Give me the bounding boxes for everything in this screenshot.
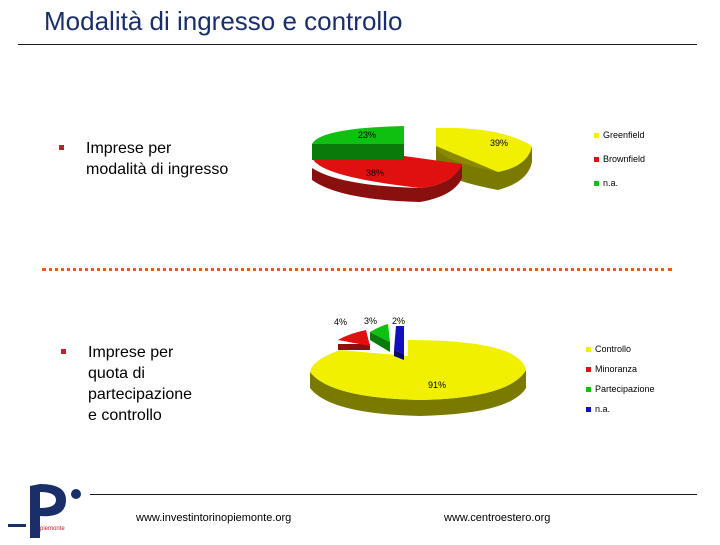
logo-subtitle: piemonte <box>40 526 65 532</box>
slice-minoranza <box>338 330 370 346</box>
slice-partecipazione-depth <box>370 332 390 352</box>
pct-label-partecipazione: 3% <box>364 316 378 326</box>
slice-partecipazione <box>370 324 390 342</box>
legend-label-partecipazione: Partecipazione <box>595 384 655 394</box>
pct-label-minoranza: 4% <box>334 317 348 327</box>
bullet-text-2: Imprese per quota di partecipazione e co… <box>88 342 192 426</box>
slide-title: Modalità di ingresso e controllo <box>44 6 403 36</box>
legend-swatch-partecipazione <box>586 387 591 392</box>
legend-label-controllo: Controllo <box>595 344 632 354</box>
bullet-2-line-3: partecipazione <box>88 386 193 403</box>
bullet-text-1: Imprese per modalità di ingresso <box>86 138 228 180</box>
slice-brownfield-depth <box>312 164 462 202</box>
bullet-2-line-2: quota di <box>88 365 145 382</box>
footer-link-investintorino[interactable]: www.investintorinopiemonte.org <box>136 512 292 524</box>
bullet-marker-1 <box>59 145 64 150</box>
footer-link-centroestero[interactable]: www.centroestero.org <box>444 512 551 524</box>
legend-swatch-minoranza <box>586 367 591 372</box>
control-share-pie-chart: 4% 3% 2% 91% <box>300 310 590 425</box>
legend-swatch-controllo <box>586 347 591 352</box>
legend-label-na: n.a. <box>603 178 619 188</box>
legend-label-brownfield: Brownfield <box>603 154 646 164</box>
piemonte-logo: piemonte <box>6 478 86 540</box>
logo-wordmark <box>8 524 26 527</box>
title-underline <box>18 44 697 45</box>
legend-label-partecipazione-na: n.a. <box>595 404 611 414</box>
legend-swatch-partecipazione-na <box>586 407 591 412</box>
legend-swatch-greenfield <box>594 133 599 138</box>
legend-label-minoranza: Minoranza <box>595 364 638 374</box>
slice-minoranza-depth <box>338 344 370 350</box>
logo-dot <box>71 489 81 499</box>
section-divider <box>42 268 672 271</box>
legend-swatch-na <box>594 181 599 186</box>
footer-rule <box>90 494 697 495</box>
legend-swatch-brownfield <box>594 157 599 162</box>
control-share-pie-svg <box>310 324 526 416</box>
slice-controllo-depth <box>310 370 526 416</box>
slice-partecipazione-na-depth <box>394 350 404 360</box>
logo-p-shape <box>30 484 66 538</box>
slice-na <box>312 126 404 144</box>
pct-label-greenfield: 39% <box>490 138 509 148</box>
slice-greenfield <box>436 127 532 172</box>
pct-label-brownfield: 38% <box>366 168 385 178</box>
slice-brownfield <box>312 156 462 188</box>
piemonte-logo-mark: piemonte <box>8 484 81 538</box>
slice-na-depth <box>312 144 404 160</box>
pct-label-partecipazione-na: 2% <box>392 316 406 326</box>
bullet-2-line-1: Imprese per <box>88 344 174 361</box>
bullet-1-line-2: modalità di ingresso <box>86 161 229 178</box>
bullet-marker-2 <box>61 349 66 354</box>
pct-label-controllo: 91% <box>428 380 447 390</box>
entry-mode-pie-chart: 23% 39% 38% <box>300 118 690 218</box>
slice-controllo <box>310 340 526 400</box>
bullet-1-line-1: Imprese per <box>86 140 172 157</box>
entry-mode-pie-svg <box>312 126 532 202</box>
legend-label-greenfield: Greenfield <box>603 130 645 140</box>
bullet-2-line-4: e controllo <box>88 407 162 424</box>
slice-partecipazione-na <box>394 326 404 354</box>
pct-label-na: 23% <box>358 130 377 140</box>
